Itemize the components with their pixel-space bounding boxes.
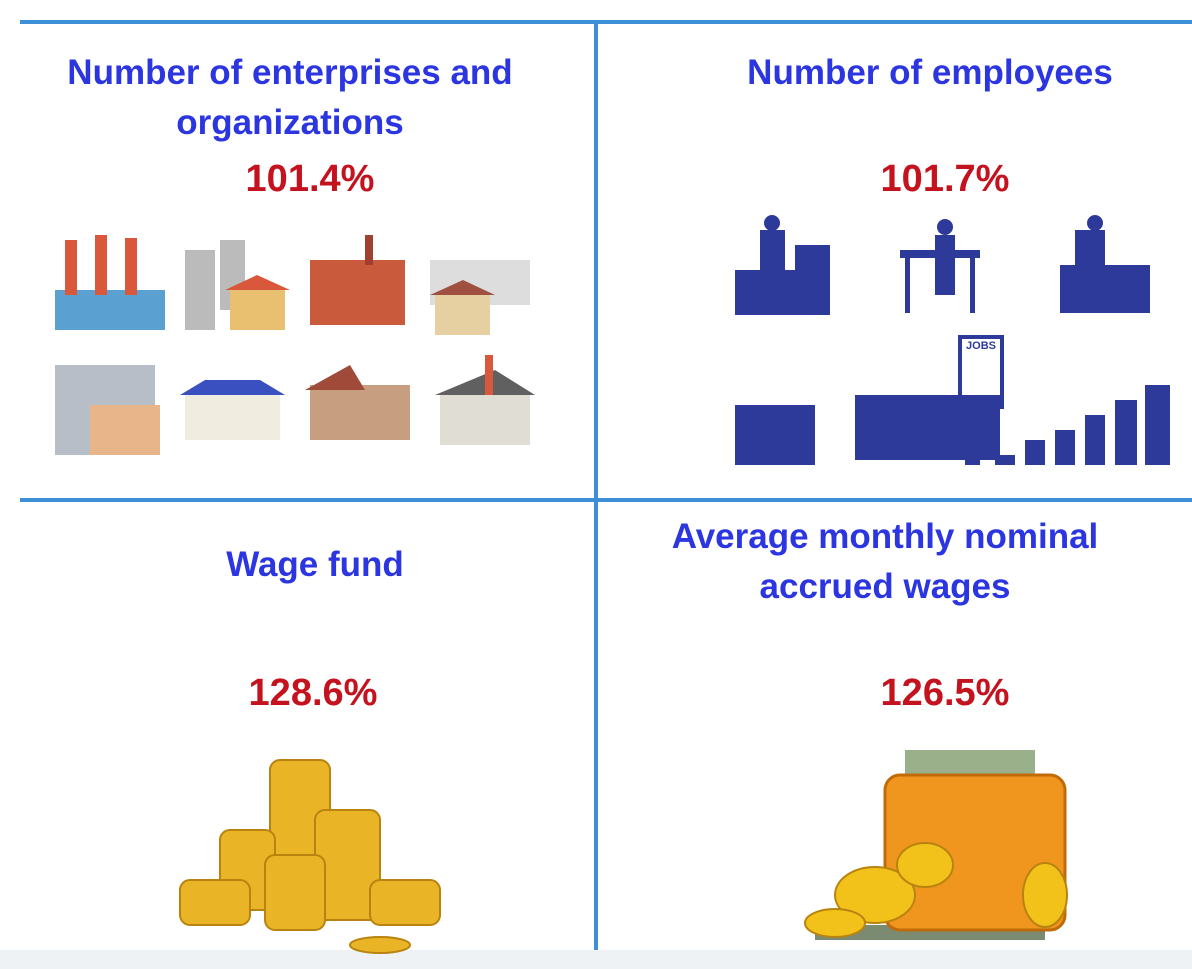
panel-value: 101.7% — [795, 158, 1095, 201]
factories-illustration — [45, 230, 545, 470]
panel-title: Number of employees — [650, 48, 1192, 98]
divider-middle — [20, 498, 1192, 502]
panel-value: 128.6% — [163, 672, 463, 715]
panel-value: 101.4% — [160, 158, 460, 201]
divider-top — [20, 20, 1192, 24]
employees-illustration: JOBS — [690, 215, 1190, 475]
panel-title: Average monthly nominal accrued wages — [610, 512, 1160, 612]
coins-illustration — [175, 745, 475, 955]
panel-title: Number of enterprises and organizations — [10, 48, 570, 148]
divider-vertical — [594, 22, 598, 952]
page: Number of enterprises and organizations … — [0, 0, 1192, 969]
wallet-illustration — [775, 745, 1095, 945]
jobs-sign: JOBS — [966, 340, 996, 352]
panel-title: Wage fund — [35, 540, 595, 590]
panel-value: 126.5% — [795, 672, 1095, 715]
